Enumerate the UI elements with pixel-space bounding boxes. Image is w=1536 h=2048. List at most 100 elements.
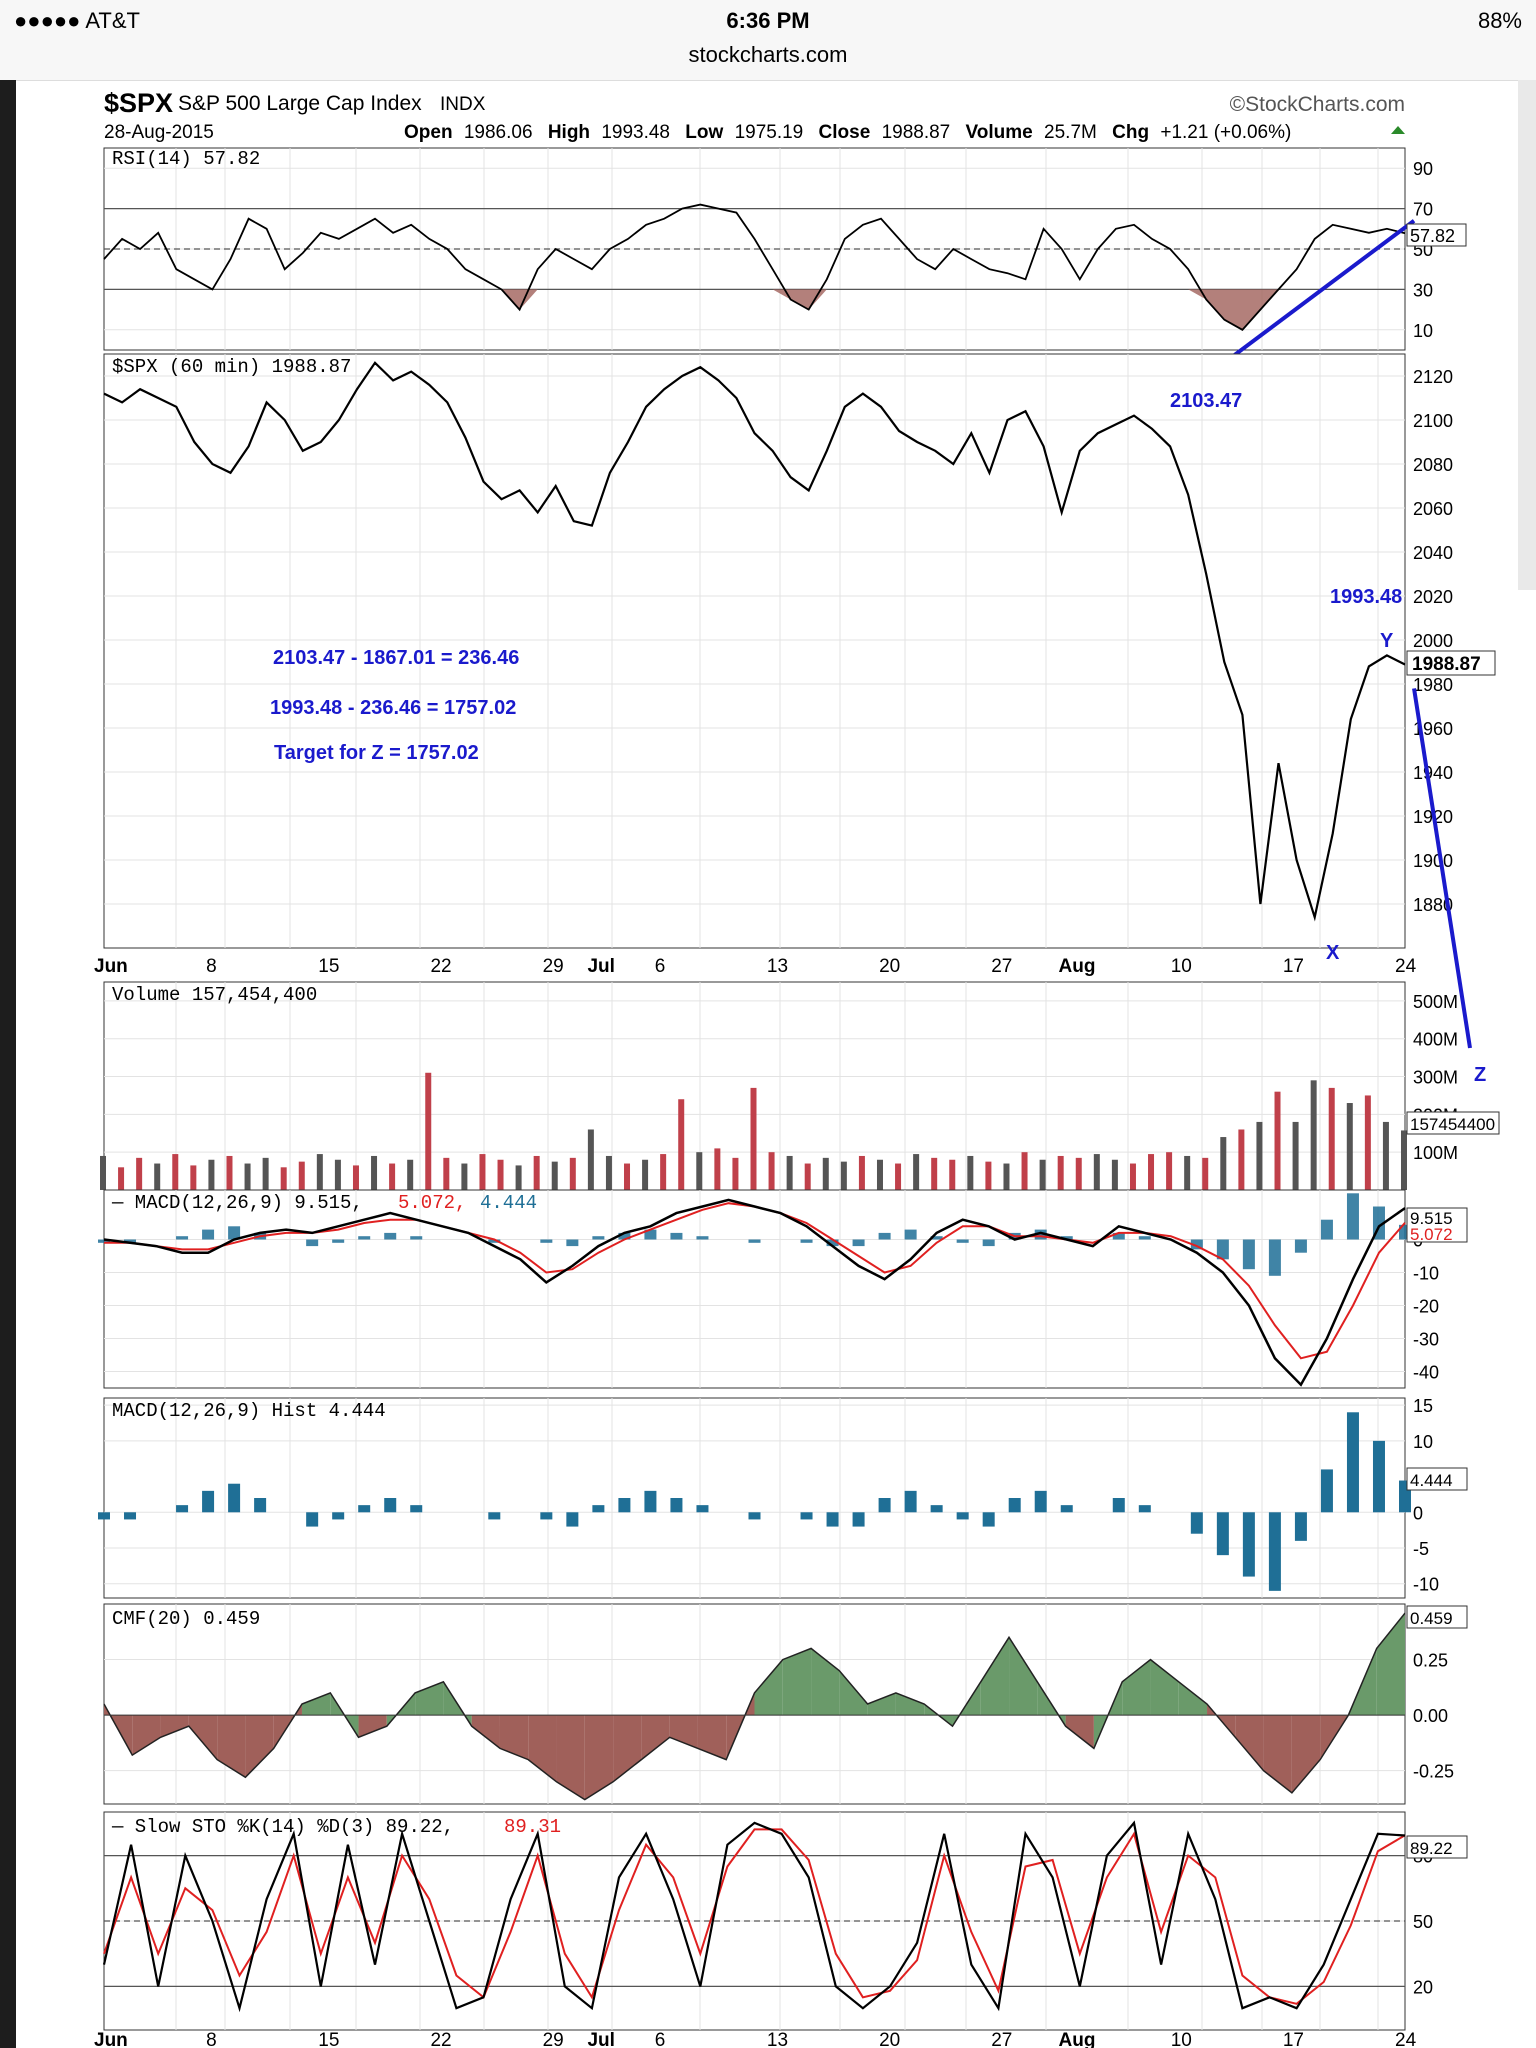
- hist-bar: [202, 1490, 215, 1513]
- volume-bar: [985, 1161, 992, 1190]
- macd-hist-bar: [384, 1232, 397, 1240]
- volume-bar: [660, 1154, 667, 1190]
- chg-label: Chg: [1112, 122, 1149, 143]
- hist-bar: [1372, 1440, 1385, 1513]
- scrollbar[interactable]: [1518, 80, 1536, 590]
- sto-tick-label: 50: [1413, 1912, 1433, 1932]
- price-tick-label: 2020: [1413, 587, 1453, 607]
- macd-hist-bar: [228, 1226, 241, 1240]
- sto-tick-label: 20: [1413, 1977, 1433, 1997]
- macd-hist-bar: [618, 1232, 631, 1240]
- volume-bar: [316, 1154, 323, 1190]
- cmf-area-segment: [1178, 1681, 1208, 1716]
- hist-bar: [98, 1512, 110, 1520]
- volume-bar: [298, 1161, 305, 1190]
- hist-bar: [930, 1505, 943, 1513]
- rsi-tick-label: 90: [1413, 159, 1433, 179]
- cmf-area-segment: [471, 1715, 500, 1749]
- cmf-value-label: 0.459: [1410, 1609, 1453, 1628]
- hist-bar: [228, 1483, 241, 1513]
- volume-bar: [479, 1154, 486, 1190]
- cmf-area-segment: [584, 1715, 614, 1800]
- date-tick-label: Aug: [1059, 956, 1096, 977]
- cmf-area-segment: [782, 1648, 812, 1716]
- bottom-date-tick-label: 22: [430, 2030, 451, 2048]
- high-value: 1993.48: [601, 122, 670, 143]
- volume-bar: [1220, 1137, 1227, 1190]
- volume-bar: [822, 1157, 829, 1190]
- volume-bar: [605, 1155, 612, 1190]
- cmf-area-segment: [1291, 1715, 1321, 1793]
- battery-label: 88%: [1477, 8, 1522, 33]
- macd-hist-bar: [176, 1236, 189, 1240]
- cmf-area-segment: [867, 1692, 896, 1716]
- cmf-area-segment: [641, 1715, 670, 1760]
- hist-bar: [1268, 1512, 1281, 1591]
- volume-bar: [136, 1157, 143, 1190]
- cmf-area-segment: [1122, 1659, 1151, 1716]
- date: 28-Aug-2015: [104, 122, 214, 143]
- volume-bar: [425, 1072, 432, 1190]
- url-bar[interactable]: stockcharts.com: [688, 42, 848, 67]
- wave-z-label: Z: [1474, 1064, 1486, 1086]
- volume-bar: [768, 1152, 775, 1190]
- cmf-area-segment: [217, 1715, 246, 1778]
- sto-title: — Slow STO %K(14) %D(3) 89.22,: [111, 1816, 454, 1838]
- macd-hist-bar: [1242, 1239, 1255, 1270]
- volume-label: Volume: [966, 122, 1033, 143]
- sto-value-label: 89.22: [1410, 1839, 1453, 1858]
- hist-bar: [176, 1505, 189, 1513]
- volume-tick-label: 300M: [1413, 1068, 1458, 1088]
- rsi-value-box: [1406, 223, 1467, 247]
- volume-bar: [1364, 1095, 1371, 1190]
- volume-bar: [678, 1099, 685, 1190]
- hist-bar: [592, 1505, 605, 1513]
- date-tick-label: 27: [991, 956, 1012, 977]
- price-title: $SPX (60 min) 1988.87: [112, 356, 351, 378]
- cmf-value-box: [1406, 1605, 1468, 1629]
- cmf-tick-label: 0.25: [1413, 1651, 1448, 1671]
- macd-tick-label: -20: [1413, 1297, 1439, 1317]
- macd-value-label: 9.515: [1410, 1209, 1453, 1228]
- bottom-date-tick-label: 20: [879, 2030, 900, 2048]
- volume-bar: [949, 1159, 956, 1190]
- calc-line-1: 2103.47 - 1867.01 = 236.46: [273, 647, 519, 669]
- index-name: S&P 500 Large Cap Index: [178, 92, 422, 115]
- volume-bar: [551, 1161, 558, 1190]
- volume-bar: [587, 1129, 594, 1190]
- hist-bar: [618, 1498, 631, 1513]
- volume-bar: [1238, 1129, 1245, 1190]
- cmf-area-segment: [358, 1715, 387, 1738]
- hist-bar: [384, 1498, 397, 1513]
- volume-bar: [569, 1157, 576, 1190]
- rsi-tick-label: 10: [1413, 321, 1433, 341]
- hist-bar: [1242, 1512, 1255, 1577]
- svg-text:Open 1986.06 High: Open 1986.06 High 1993.48 Low 1975.19 Cl…: [404, 122, 1291, 143]
- volume-bar: [696, 1152, 703, 1190]
- volume-value: 25.7M: [1044, 122, 1097, 143]
- volume-bar: [1148, 1154, 1155, 1190]
- hist-bar: [748, 1512, 761, 1520]
- macd-hist-bar: [124, 1239, 137, 1243]
- price-tick-label: 2120: [1413, 367, 1453, 387]
- volume-bar: [732, 1157, 739, 1190]
- volume-bar: [515, 1165, 522, 1190]
- macd-hist-bar: [696, 1236, 709, 1240]
- hist-bar: [826, 1512, 839, 1527]
- hist-bar: [488, 1512, 501, 1520]
- volume-bar: [1003, 1163, 1010, 1190]
- volume-tick-label: 400M: [1413, 1030, 1458, 1050]
- hist-bar: [1008, 1498, 1021, 1513]
- volume-bar: [190, 1165, 197, 1190]
- bottom-date-tick-label: 29: [543, 2030, 564, 2048]
- hist-bar: [1216, 1512, 1229, 1556]
- hist-tick-label: 15: [1413, 1396, 1433, 1416]
- price-tick-label: 1880: [1413, 895, 1453, 915]
- cmf-area-segment: [132, 1715, 161, 1756]
- macd-hist-bar: [1216, 1239, 1229, 1260]
- volume-bar: [1057, 1155, 1064, 1190]
- sto-k-line: [102, 1820, 1406, 2013]
- macd-hist-bar: [1138, 1236, 1151, 1240]
- hist-bar: [644, 1490, 657, 1513]
